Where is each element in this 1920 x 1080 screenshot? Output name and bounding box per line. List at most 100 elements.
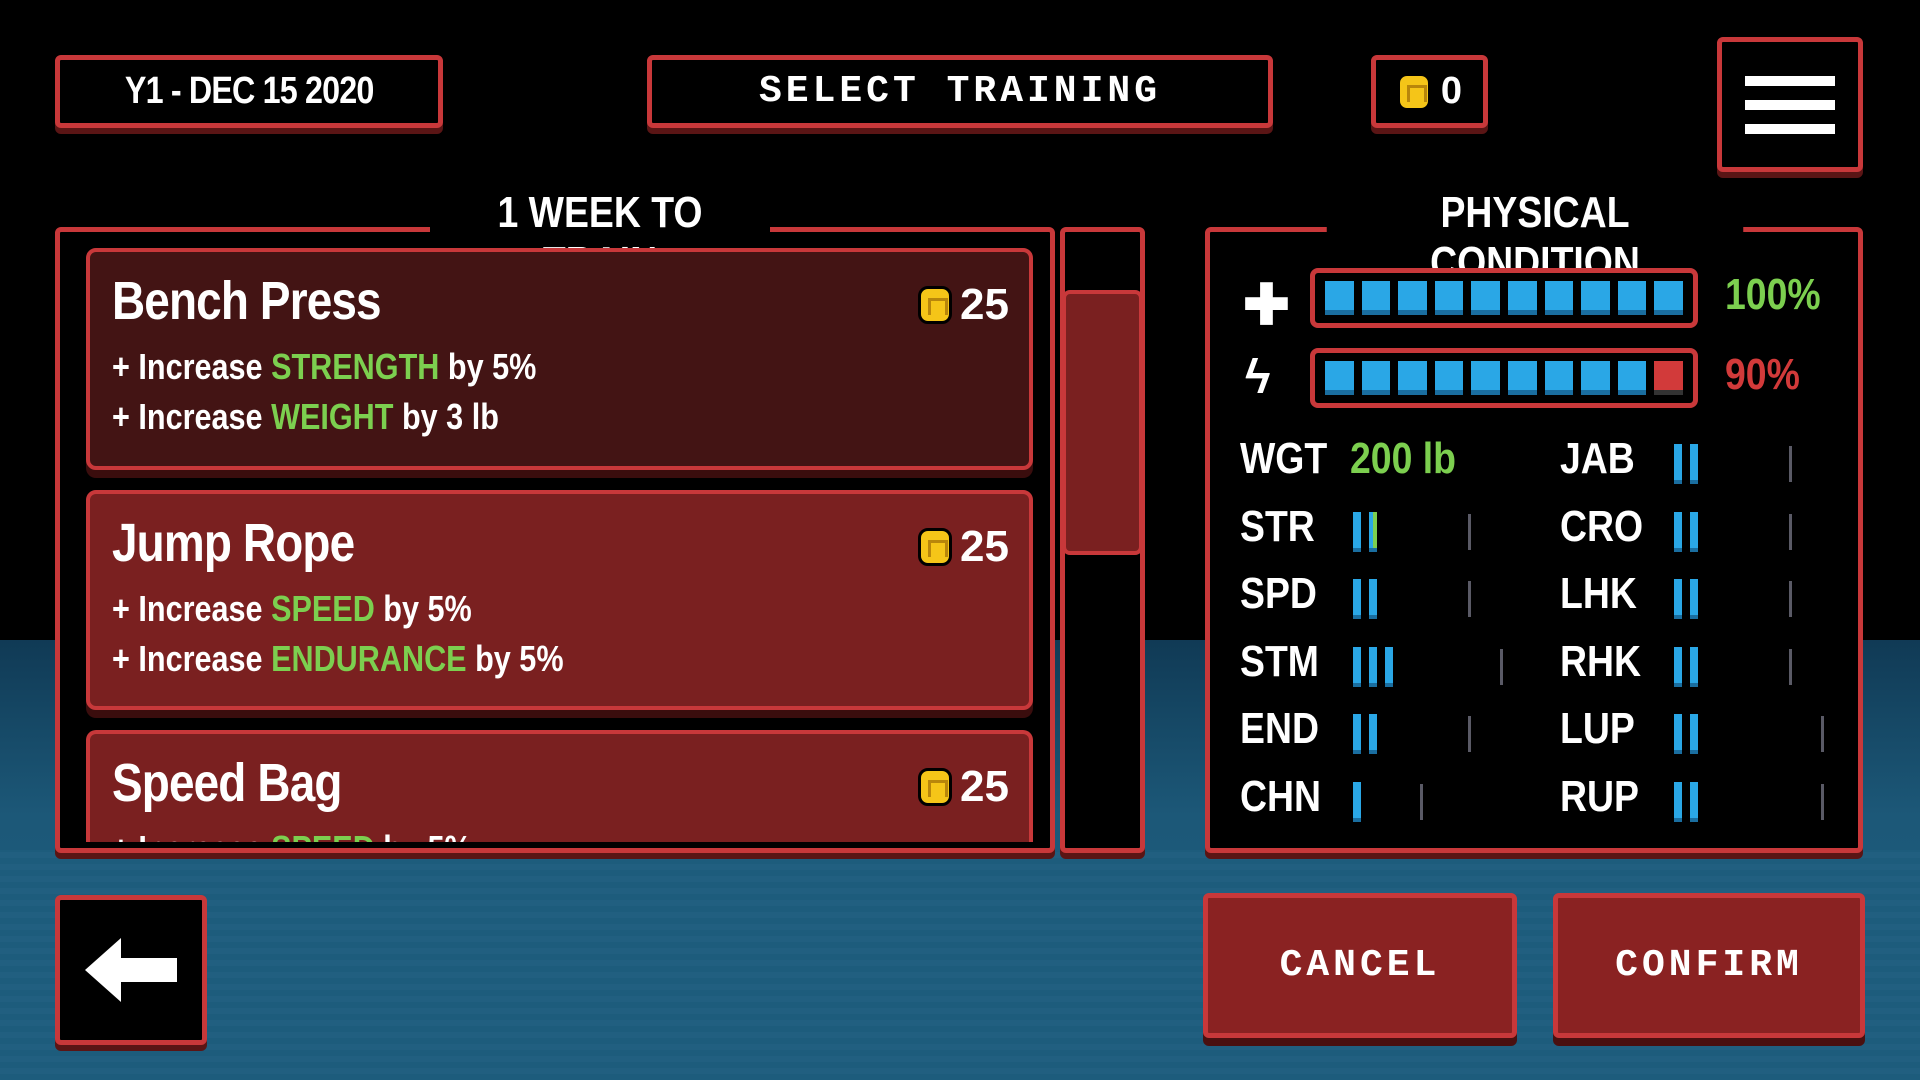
stat-label-str: STR	[1240, 501, 1315, 551]
meter-segment	[1325, 361, 1354, 395]
stat-label-cro: CRO	[1560, 501, 1644, 551]
lightning-icon: ϟ	[1245, 351, 1271, 404]
stat-label-rup: RUP	[1560, 771, 1639, 821]
effect-line: + Increase SPEED by 5%	[112, 588, 472, 629]
back-button[interactable]	[55, 895, 207, 1045]
stat-label-lhk: LHK	[1560, 569, 1637, 618]
stat-pip	[1385, 646, 1393, 687]
stat-pip	[1369, 646, 1377, 687]
page-title: SELECT TRAINING	[758, 70, 1162, 113]
plus-icon: ✚	[1243, 273, 1290, 336]
training-name: Jump Rope	[112, 513, 355, 573]
effect-line: + Increase ENDURANCE by 5%	[112, 638, 564, 679]
meter-segment	[1507, 361, 1537, 395]
hamburger-icon	[1745, 75, 1835, 134]
meter-segment	[1507, 281, 1537, 315]
meter-segment	[1434, 361, 1464, 395]
training-name: Speed Bag	[112, 753, 342, 813]
training-cost: 25	[918, 762, 1009, 812]
meter-segment	[1398, 281, 1427, 315]
stat-cap-marker	[1500, 648, 1503, 685]
scrollbar-thumb[interactable]	[1062, 290, 1143, 555]
date-text: Y1 - DEC 15 2020	[124, 70, 374, 112]
coin-icon	[918, 528, 953, 566]
cost-value: 25	[960, 280, 1009, 329]
stat-cap-marker	[1821, 783, 1824, 820]
stat-pip	[1353, 511, 1361, 552]
stat-pip	[1369, 511, 1377, 552]
menu-button[interactable]	[1717, 37, 1863, 172]
meter-segment	[1654, 281, 1683, 315]
stat-label-end: END	[1240, 704, 1319, 753]
stat-label-stm: STM	[1240, 636, 1319, 686]
health-percent: 100%	[1725, 270, 1821, 319]
meter-segment	[1544, 281, 1574, 315]
stat-label-jab: JAB	[1560, 434, 1635, 483]
health-meter	[1310, 268, 1698, 328]
meter-segment	[1617, 281, 1647, 315]
meter-segment	[1471, 361, 1500, 395]
meter-segment	[1617, 361, 1647, 395]
stat-pip	[1353, 646, 1361, 687]
stat-pip	[1674, 646, 1682, 687]
effect-line: + Increase SPEED by 5%	[112, 828, 472, 842]
meter-segment	[1544, 361, 1574, 395]
training-cost: 25	[918, 280, 1009, 330]
cancel-button[interactable]: CANCEL	[1203, 893, 1517, 1038]
stat-label-spd: SPD	[1240, 569, 1317, 618]
arrow-left-icon	[85, 938, 177, 1002]
stat-pip	[1674, 511, 1682, 552]
coin-icon	[918, 768, 953, 806]
stat-cap-marker	[1468, 581, 1471, 617]
meter-segment	[1361, 361, 1391, 395]
stat-cap-marker	[1821, 716, 1824, 752]
coin-count: 0	[1440, 70, 1463, 112]
stat-pip	[1690, 579, 1698, 619]
coin-balance: 0	[1371, 55, 1488, 128]
energy-meter	[1310, 348, 1698, 408]
meter-segment	[1434, 281, 1464, 315]
meter-segment	[1325, 281, 1354, 315]
meter-segment	[1581, 281, 1610, 315]
training-card-jump-rope[interactable]: Jump Rope 25 + Increase SPEED by 5% + In…	[86, 490, 1033, 710]
meter-segment	[1654, 361, 1683, 395]
stat-cap-marker	[1789, 446, 1792, 482]
stat-cap-marker	[1789, 648, 1792, 685]
stat-pip	[1690, 511, 1698, 552]
stat-label-chn: CHN	[1240, 771, 1322, 821]
training-card-speed-bag[interactable]: Speed Bag 25 + Increase SPEED by 5%	[86, 730, 1033, 842]
stat-pip	[1674, 444, 1682, 484]
stat-pip	[1690, 646, 1698, 687]
stat-cap-marker	[1420, 783, 1423, 820]
energy-percent: 90%	[1725, 350, 1800, 399]
stat-cap-marker	[1468, 716, 1471, 752]
training-card-bench-press[interactable]: Bench Press 25 + Increase STRENGTH by 5%…	[86, 248, 1033, 470]
stat-label-rhk: RHK	[1560, 636, 1642, 686]
stat-cap-marker	[1789, 513, 1792, 550]
stat-cap-marker	[1789, 581, 1792, 617]
effect-line: + Increase WEIGHT by 3 lb	[112, 396, 499, 437]
coin-icon	[1396, 72, 1431, 111]
stat-label-lup: LUP	[1560, 704, 1635, 753]
stat-pip	[1353, 714, 1361, 754]
scrollbar-track[interactable]	[1060, 227, 1145, 853]
stat-pip	[1690, 444, 1698, 484]
stat-pip	[1690, 714, 1698, 754]
title-box: SELECT TRAINING	[647, 55, 1273, 128]
cost-value: 25	[960, 522, 1009, 571]
training-name: Bench Press	[112, 271, 382, 331]
training-cost: 25	[918, 522, 1009, 572]
stat-pip	[1674, 714, 1682, 754]
cost-value: 25	[960, 762, 1009, 811]
date-display: Y1 - DEC 15 2020	[55, 55, 443, 128]
effect-line: + Increase STRENGTH by 5%	[112, 346, 537, 387]
stat-cap-marker	[1468, 513, 1471, 550]
weight-label: WGT	[1240, 434, 1328, 483]
meter-segment	[1471, 281, 1500, 315]
stat-pip	[1369, 579, 1377, 619]
physical-condition-panel	[1205, 227, 1863, 853]
meter-segment	[1398, 361, 1427, 395]
meter-segment	[1581, 361, 1610, 395]
confirm-button[interactable]: CONFIRM	[1553, 893, 1865, 1038]
coin-icon	[918, 286, 953, 324]
